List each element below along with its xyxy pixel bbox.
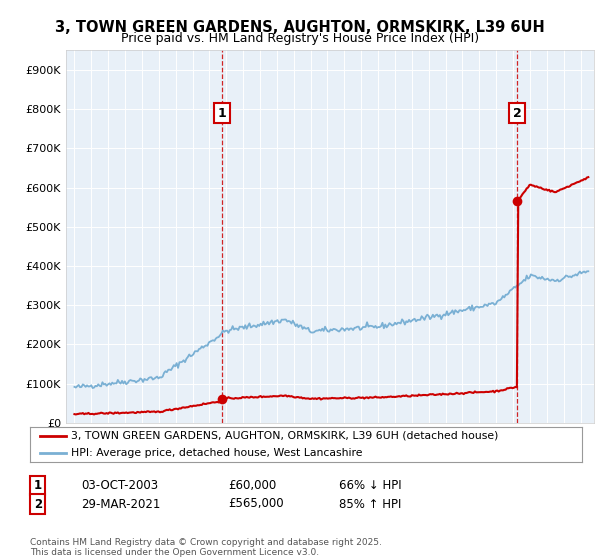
- Text: 29-MAR-2021: 29-MAR-2021: [81, 497, 160, 511]
- Text: Contains HM Land Registry data © Crown copyright and database right 2025.
This d: Contains HM Land Registry data © Crown c…: [30, 538, 382, 557]
- Text: £565,000: £565,000: [228, 497, 284, 511]
- Text: 2: 2: [34, 497, 42, 511]
- Text: Price paid vs. HM Land Registry's House Price Index (HPI): Price paid vs. HM Land Registry's House …: [121, 32, 479, 45]
- Text: 03-OCT-2003: 03-OCT-2003: [81, 479, 158, 492]
- Text: 2: 2: [513, 106, 521, 120]
- Text: 66% ↓ HPI: 66% ↓ HPI: [339, 479, 401, 492]
- Text: HPI: Average price, detached house, West Lancashire: HPI: Average price, detached house, West…: [71, 448, 363, 458]
- Text: 3, TOWN GREEN GARDENS, AUGHTON, ORMSKIRK, L39 6UH: 3, TOWN GREEN GARDENS, AUGHTON, ORMSKIRK…: [55, 20, 545, 35]
- Text: 1: 1: [218, 106, 226, 120]
- Text: 85% ↑ HPI: 85% ↑ HPI: [339, 497, 401, 511]
- Text: 3, TOWN GREEN GARDENS, AUGHTON, ORMSKIRK, L39 6UH (detached house): 3, TOWN GREEN GARDENS, AUGHTON, ORMSKIRK…: [71, 431, 499, 441]
- Text: £60,000: £60,000: [228, 479, 276, 492]
- Text: 1: 1: [34, 479, 42, 492]
